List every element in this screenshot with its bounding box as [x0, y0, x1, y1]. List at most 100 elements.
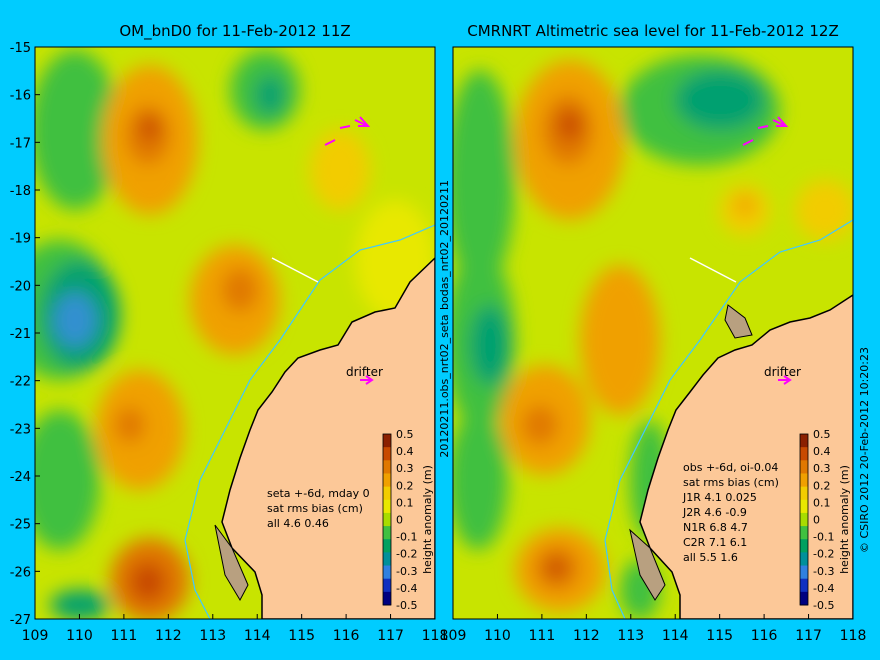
- colorbar-swatch: [800, 486, 808, 501]
- colorbar-swatch: [383, 473, 391, 488]
- x-tick-label: 111: [111, 628, 138, 644]
- colorbar-swatch: [800, 578, 808, 593]
- colorbar-swatch: [383, 578, 391, 593]
- left-x-axis: 109 110 111 112 113 114 115 116 117 118: [22, 614, 449, 644]
- y-tick-label: -24: [10, 470, 31, 485]
- right-panel-title: CMRNRT Altimetric sea level for 11-Feb-2…: [467, 22, 838, 40]
- colorbar-swatch: [800, 460, 808, 474]
- left-note-line-3: all 4.6 0.46: [267, 517, 329, 530]
- colorbar-label: height anomaly (m): [838, 465, 851, 574]
- right-note-line-1: obs +-6d, oi-0.04: [683, 461, 778, 474]
- colorbar-swatch: [800, 434, 808, 448]
- left-note-line-1: seta +-6d, mday 0: [267, 487, 370, 500]
- y-tick-label: -22: [10, 375, 31, 390]
- left-note-line-2: sat rms bias (cm): [267, 502, 363, 515]
- x-tick-label: 115: [706, 628, 733, 644]
- colorbar-swatch: [383, 447, 391, 461]
- colorbar-swatch: [383, 512, 391, 527]
- y-tick-label: -18: [10, 184, 31, 199]
- colorbar-swatch: [383, 552, 391, 567]
- colorbar-tick-label: -0.4: [813, 582, 834, 595]
- right-note-line-3: J1R 4.1 0.025: [682, 491, 757, 504]
- x-tick-label: 114: [662, 628, 689, 644]
- left-panel-title: OM_bnD0 for 11-Feb-2012 11Z: [119, 22, 350, 41]
- y-tick-label: -21: [10, 327, 31, 342]
- colorbar-tick-label: 0.2: [396, 479, 414, 492]
- x-tick-label: 113: [199, 628, 226, 644]
- x-tick-label: 114: [244, 628, 271, 644]
- left-y-axis: -15 -16 -17 -18 -19 -20 -21 -22 -23 -24 -25 -26 -27: [10, 41, 40, 628]
- colorbar-swatch: [383, 539, 391, 553]
- colorbar-label: height anomaly (m): [421, 465, 434, 574]
- x-tick-label: 112: [573, 628, 600, 644]
- x-tick-label: 113: [617, 628, 644, 644]
- colorbar-tick-label: -0.5: [813, 599, 834, 612]
- copyright-text: © CSIRO 2012 20-Feb-2012 10:20:23: [858, 347, 871, 553]
- colorbar-tick-label: 0: [813, 514, 820, 527]
- right-x-axis: 109 110 111 112 113 114 115 116 117 118: [440, 614, 867, 644]
- x-tick-label: 112: [155, 628, 182, 644]
- colorbar-tick-label: -0.3: [396, 565, 417, 578]
- colorbar-tick-label: -0.2: [396, 548, 417, 561]
- left-height-field: drifter seta +-6d, mday 0 sat rms bias (…: [35, 47, 435, 619]
- colorbar-tick-label: -0.3: [813, 565, 834, 578]
- colorbar-tick-label: 0.5: [396, 428, 414, 441]
- right-height-field: drifter obs +-6d, oi-0.04 sat rms bias (…: [453, 47, 853, 619]
- colorbar-tick-label: -0.4: [396, 582, 417, 595]
- right-note-line-4: J2R 4.6 -0.9: [682, 506, 747, 519]
- colorbar-swatch: [800, 565, 808, 580]
- left-drifter-label: drifter: [346, 365, 383, 379]
- colorbar-tick-label: 0.3: [813, 462, 831, 475]
- middle-label-bodas: bodas_nrt02_20120211: [438, 180, 451, 310]
- left-map-panel: OM_bnD0 for 11-Feb-2012 11Z: [10, 22, 449, 644]
- colorbar-tick-label: 0.2: [813, 479, 831, 492]
- colorbar-tick-label: 0.1: [813, 496, 831, 509]
- colorbar-tick-label: -0.2: [813, 548, 834, 561]
- right-note-line-7: all 5.5 1.6: [683, 551, 738, 564]
- colorbar-tick-label: 0: [396, 514, 403, 527]
- colorbar-tick-label: -0.5: [396, 599, 417, 612]
- x-tick-label: 117: [795, 628, 822, 644]
- colorbar-swatch: [383, 460, 391, 474]
- x-tick-label: 118: [840, 628, 867, 644]
- middle-label-obs: 20120211.obs_nrt02_seta: [438, 314, 451, 457]
- colorbar-tick-label: 0.5: [813, 428, 831, 441]
- colorbar-swatch: [800, 512, 808, 527]
- colorbar-tick-label: 0.3: [396, 462, 414, 475]
- y-tick-label: -26: [10, 565, 31, 580]
- x-tick-label: 116: [751, 628, 778, 644]
- colorbar-swatch: [383, 591, 391, 606]
- x-tick-label: 118: [422, 628, 449, 644]
- right-note-line-5: N1R 6.8 4.7: [683, 521, 748, 534]
- colorbar-swatch: [800, 499, 808, 514]
- y-tick-label: -20: [10, 279, 31, 294]
- colorbar-swatch: [800, 473, 808, 488]
- x-tick-label: 117: [377, 628, 404, 644]
- colorbar-tick-label: 0.4: [813, 445, 831, 458]
- colorbar-tick-label: 0.1: [396, 496, 414, 509]
- colorbar-swatch: [800, 526, 808, 540]
- colorbar-tick-label: -0.1: [813, 531, 834, 544]
- y-tick-label: -17: [10, 136, 31, 151]
- y-tick-label: -19: [10, 232, 31, 247]
- x-tick-label: 115: [288, 628, 315, 644]
- colorbar-swatch: [383, 526, 391, 540]
- x-tick-label: 109: [440, 628, 467, 644]
- y-tick-label: -27: [10, 613, 31, 628]
- right-map-panel: CMRNRT Altimetric sea level for 11-Feb-2…: [440, 22, 867, 644]
- colorbar-swatch: [800, 539, 808, 553]
- y-tick-label: -16: [10, 89, 31, 104]
- colorbar-swatch: [383, 565, 391, 580]
- right-colorbar: 0.5 0.4 0.3 0.2 0.1 0 -0.1 -0.2 -0.3 -0.4 -0.5 heig…: [799, 428, 851, 612]
- left-land: [221, 256, 435, 619]
- colorbar-swatch: [383, 499, 391, 514]
- x-tick-label: 109: [22, 628, 49, 644]
- colorbar-swatch: [800, 552, 808, 567]
- colorbar-swatch: [800, 591, 808, 606]
- x-tick-label: 110: [484, 628, 511, 644]
- right-note-line-6: C2R 7.1 6.1: [683, 536, 747, 549]
- colorbar-tick-label: 0.4: [396, 445, 414, 458]
- x-tick-label: 110: [66, 628, 93, 644]
- x-tick-label: 116: [333, 628, 360, 644]
- left-colorbar: 0.5 0.4 0.3 0.2 0.1 0 -0.1 -0.2 -0.3 -0.4 -0.5 heig…: [382, 428, 434, 612]
